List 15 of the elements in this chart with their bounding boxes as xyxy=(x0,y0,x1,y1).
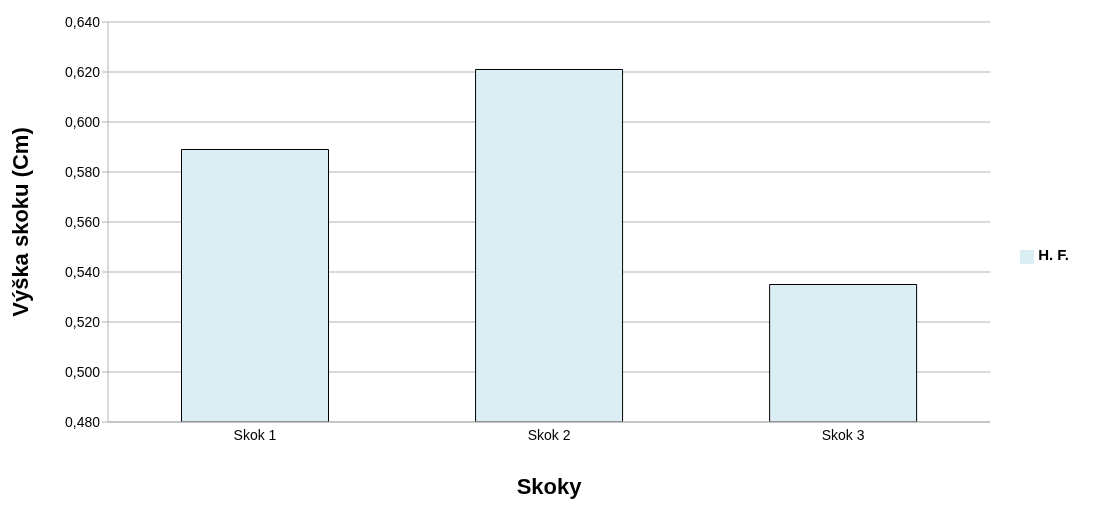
y-tick-label: 0,580 xyxy=(64,163,101,180)
y-tick-label: 0,480 xyxy=(64,413,101,430)
y-tick-label: 0,500 xyxy=(64,363,101,380)
x-tick-label: Skok 3 xyxy=(821,426,865,443)
x-tick-label: Skok 2 xyxy=(527,426,571,443)
y-axis-title: Výška skoku (Cm) xyxy=(7,127,33,317)
legend-label: H. F. xyxy=(1038,246,1069,264)
x-tick-label: Skok 1 xyxy=(233,426,277,443)
y-tick-label: 0,560 xyxy=(64,213,101,230)
y-tick-label: 0,620 xyxy=(64,63,101,80)
y-tick-label: 0,540 xyxy=(64,263,101,280)
x-axis-title: Skoky xyxy=(516,474,583,499)
y-tick-label: 0,600 xyxy=(64,113,101,130)
y-tick-label: 0,640 xyxy=(64,13,101,30)
y-tick-label: 0,520 xyxy=(64,313,101,330)
